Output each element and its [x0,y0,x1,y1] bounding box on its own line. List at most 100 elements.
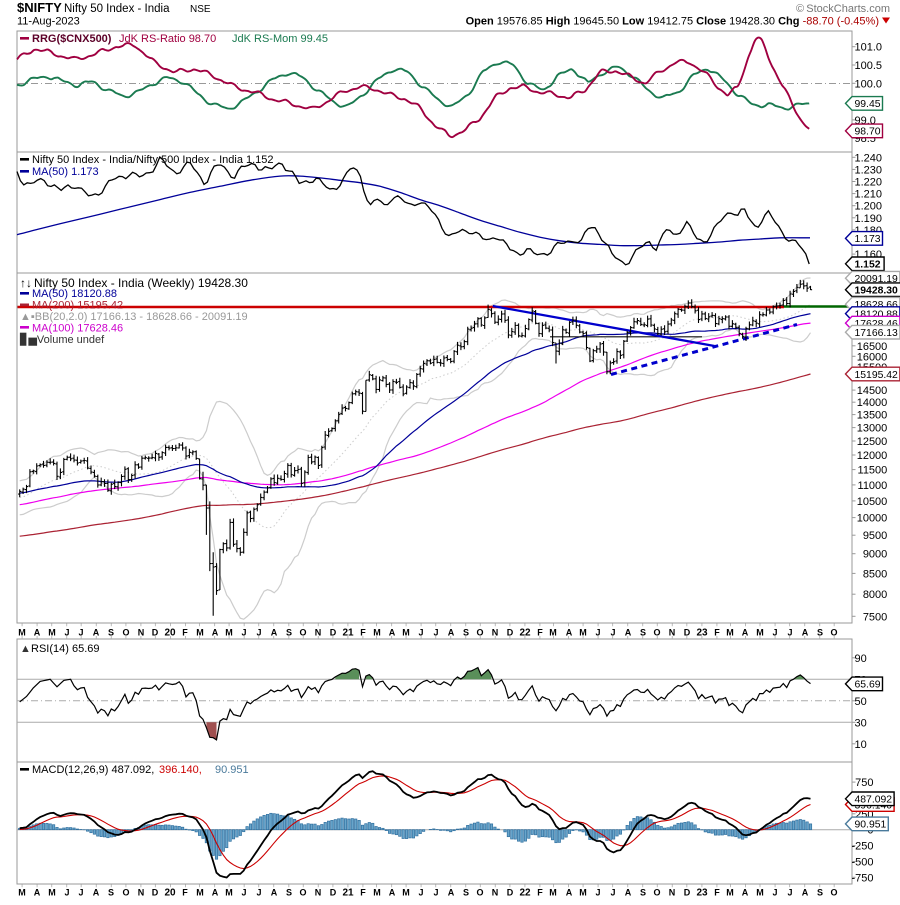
svg-text:F: F [714,888,720,898]
svg-text:J: J [433,888,438,898]
svg-text:M: M [756,888,764,898]
svg-text:1.230: 1.230 [855,164,883,176]
svg-text:1.220: 1.220 [855,177,883,189]
svg-text:D: D [152,888,159,898]
svg-text:90.951: 90.951 [855,820,887,831]
svg-text:MA(200) 15195.42: MA(200) 15195.42 [32,300,123,312]
svg-text:1.152: 1.152 [855,260,881,271]
svg-text:M: M [726,888,734,898]
svg-text:100.5: 100.5 [855,60,883,72]
svg-text:23: 23 [696,888,708,899]
svg-text:F: F [360,888,366,898]
svg-text:99.45: 99.45 [855,99,881,110]
svg-text:12500: 12500 [857,436,888,448]
svg-text:A: A [566,628,573,638]
svg-text:A: A [566,888,573,898]
svg-text:9500: 9500 [863,530,887,542]
svg-text:13000: 13000 [857,423,888,435]
svg-text:O: O [476,888,483,898]
svg-text:A: A [448,888,455,898]
svg-text:50: 50 [855,696,867,708]
svg-text:S: S [108,888,114,898]
svg-text:Nifty 50 Index - India/Nifty 5: Nifty 50 Index - India/Nifty 500 Index -… [32,154,274,166]
svg-text:F: F [537,888,543,898]
svg-text:-250: -250 [851,841,873,853]
svg-text:J: J [64,888,69,898]
svg-text:396.140,: 396.140, [159,764,202,776]
svg-text:RRG($CNX500): RRG($CNX500) [32,33,112,45]
svg-text:A: A [389,888,396,898]
svg-text:S: S [286,888,292,898]
svg-text:↑↓: ↑↓ [20,276,32,290]
svg-text:M: M [18,888,26,898]
svg-text:M: M [579,888,587,898]
svg-text:$NIFTY: $NIFTY [17,0,62,15]
svg-text:J: J [241,888,246,898]
svg-text:▲: ▲ [20,643,31,655]
svg-text:O: O [830,888,837,898]
svg-text:A: A [271,628,278,638]
svg-text:A: A [93,888,100,898]
svg-text:10: 10 [855,739,867,751]
svg-text:MA(50) 18120.88: MA(50) 18120.88 [32,288,117,300]
svg-text:750: 750 [855,777,873,789]
svg-text:14500: 14500 [857,385,888,397]
svg-text:19428.30: 19428.30 [855,286,899,297]
svg-text:A: A [271,888,278,898]
svg-text:1.190: 1.190 [855,213,883,225]
svg-text:J: J [787,888,792,898]
svg-text:14000: 14000 [857,397,888,409]
svg-text:M: M [402,888,410,898]
svg-text:M: M [549,888,557,898]
svg-text:7500: 7500 [863,611,887,623]
svg-text:D: D [507,888,514,898]
svg-text:MA(50) 1.173: MA(50) 1.173 [32,166,99,178]
svg-text:N: N [315,888,322,898]
svg-text:Open 19576.85 High 19645.50 Lo: Open 19576.85 High 19645.50 Low 19412.75… [466,16,879,28]
svg-text:1.240: 1.240 [855,152,883,164]
svg-text:1.173: 1.173 [855,234,881,245]
svg-text:JdK RS-Ratio 98.70: JdK RS-Ratio 98.70 [119,33,216,45]
svg-text:Nifty 50 Index - India: Nifty 50 Index - India [64,3,170,15]
svg-text:M: M [225,888,233,898]
svg-text:F: F [182,888,188,898]
svg-text:12000: 12000 [857,450,888,462]
svg-text:N: N [492,888,499,898]
svg-text:M: M [373,888,381,898]
svg-text:A: A [389,628,396,638]
svg-text:101.0: 101.0 [855,42,883,54]
svg-text:N: N [669,888,676,898]
svg-text:N: N [138,888,145,898]
svg-text:17166.13: 17166.13 [855,328,899,339]
svg-text:10500: 10500 [857,496,888,508]
svg-text:10000: 10000 [857,513,888,525]
svg-text:O: O [653,888,660,898]
svg-text:98.70: 98.70 [855,127,881,138]
svg-text:MACD(12,26,9) 487.092,: MACD(12,26,9) 487.092, [32,764,154,776]
svg-text:A: A [212,628,219,638]
svg-text:9000: 9000 [863,549,887,561]
svg-text:J: J [595,888,600,898]
svg-text:21: 21 [342,888,354,899]
svg-text:90.951: 90.951 [215,764,249,776]
svg-text:S: S [640,888,646,898]
svg-text:M: M [48,888,56,898]
svg-text:J: J [610,888,615,898]
svg-text:-750: -750 [851,872,873,884]
svg-text:O: O [299,888,306,898]
svg-text:22: 22 [519,888,531,899]
svg-text:8000: 8000 [863,589,887,601]
svg-text:J: J [418,888,423,898]
svg-text:A: A [34,888,41,898]
svg-text:11-Aug-2023: 11-Aug-2023 [17,16,80,28]
svg-text:487.092: 487.092 [855,795,893,806]
svg-text:A: A [625,628,632,638]
svg-text:J: J [772,888,777,898]
svg-text:20: 20 [164,888,176,899]
svg-text:▲▪BB(20,2.0) 17166.13 - 18628.: ▲▪BB(20,2.0) 17166.13 - 18628.66 - 20091… [20,311,248,323]
svg-text:D: D [330,888,337,898]
svg-text:16000: 16000 [857,351,888,363]
svg-text:J: J [78,888,83,898]
svg-text:-500: -500 [851,857,873,869]
svg-text:O: O [122,888,129,898]
